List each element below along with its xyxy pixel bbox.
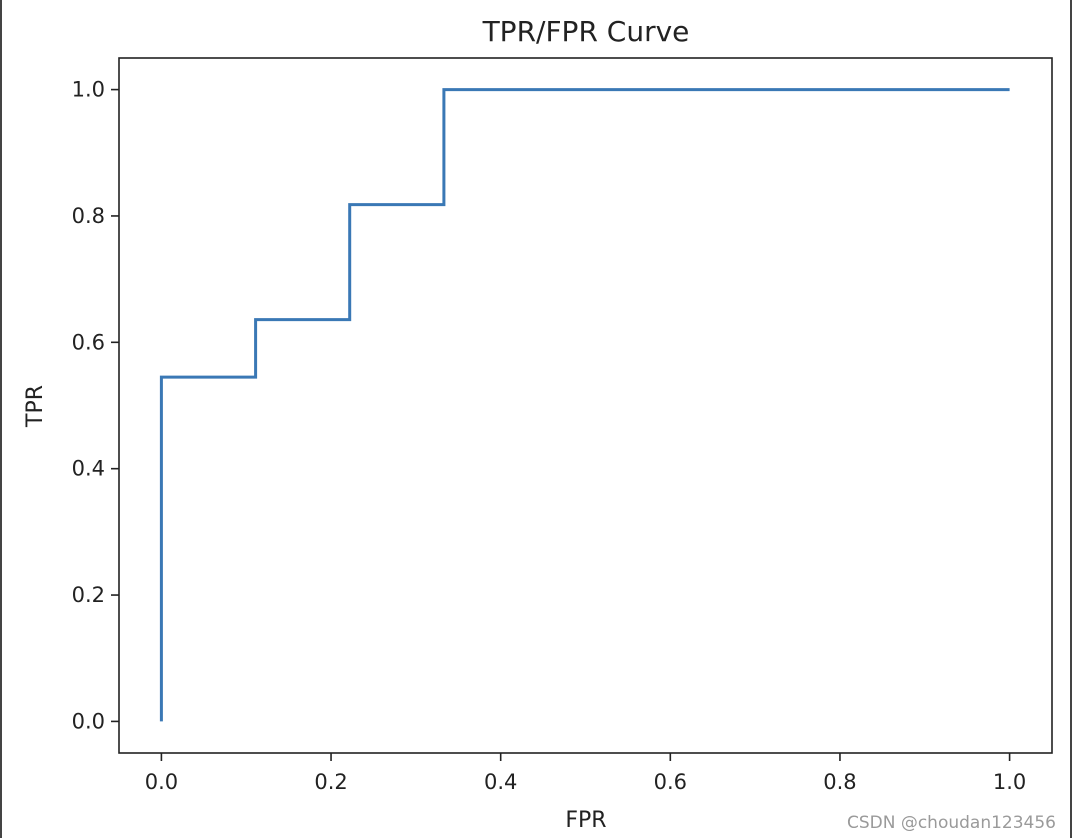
y-tick-label: 0.4: [72, 457, 105, 481]
plot-area: [118, 57, 1053, 754]
y-tick-label: 0.0: [72, 709, 105, 733]
y-tick-label: 0.2: [72, 583, 105, 607]
y-tick-label: 1.0: [72, 78, 105, 102]
x-tick-label: 0.0: [145, 770, 178, 794]
chart-title: TPR/FPR Curve: [482, 15, 690, 48]
series-layer: [159, 88, 1010, 722]
x-axis-label: FPR: [565, 808, 606, 833]
y-axis-label: TPR: [23, 385, 48, 428]
series-line-0: [159, 88, 1010, 722]
x-tick-label: 1.0: [993, 770, 1026, 794]
ticks-layer: 0.0 0.2 0.4 0.6 0.8 1.0 0.0 0.2 0.4 0.6 0.8 1.0: [72, 78, 1027, 794]
x-tick-label: 0.2: [314, 770, 347, 794]
watermark-text: CSDN @choudan123456: [847, 813, 1056, 833]
x-tick-label: 0.6: [654, 770, 687, 794]
x-tick-label: 0.4: [484, 770, 517, 794]
y-tick-label: 0.8: [72, 204, 105, 228]
y-tick-label: 0.6: [72, 330, 105, 354]
x-tick-label: 0.8: [823, 770, 856, 794]
